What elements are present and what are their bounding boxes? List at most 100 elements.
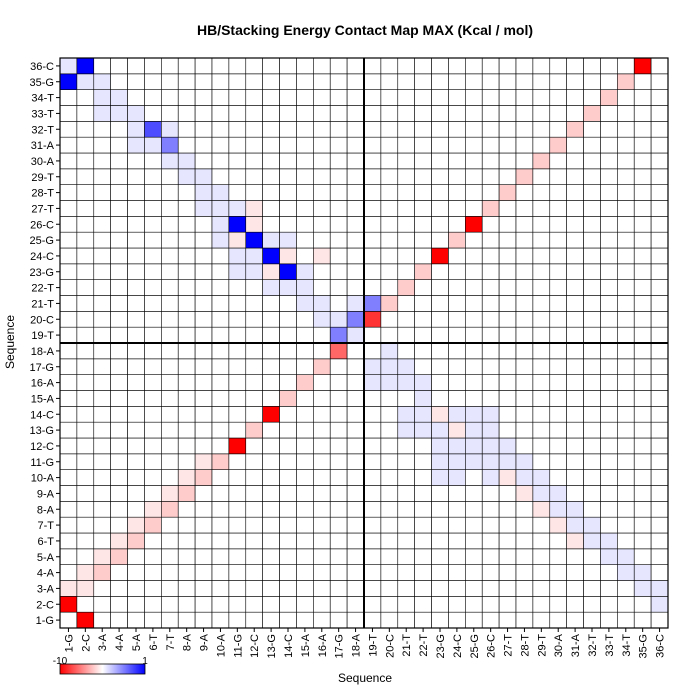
heatmap-cell: [296, 247, 314, 265]
heatmap-cell: [380, 501, 399, 518]
heatmap-cell: [498, 89, 517, 106]
heatmap-cell: [59, 390, 78, 407]
heatmap-cell: [448, 611, 466, 629]
heatmap-cell: [313, 437, 331, 455]
heatmap-cell: [127, 105, 145, 122]
heatmap-cell: [177, 469, 196, 486]
heatmap-cell: [583, 311, 601, 328]
heatmap-cell: [633, 453, 652, 470]
heatmap-cell: [617, 437, 635, 455]
heatmap-cell: [498, 326, 517, 344]
heatmap-cell: [194, 485, 213, 502]
heatmap-cell: [127, 168, 145, 185]
heatmap-cell: [110, 358, 128, 375]
heatmap-cell: [262, 152, 280, 170]
heatmap-cell: [346, 596, 365, 613]
heatmap-cell: [650, 516, 669, 534]
heatmap-cell: [363, 311, 382, 328]
heatmap-cell: [245, 89, 263, 106]
heatmap-cell: [76, 421, 95, 439]
heatmap-cell: [313, 247, 331, 265]
heatmap-cell: [532, 485, 551, 502]
heatmap-cell: [313, 57, 331, 75]
heatmap-cell: [363, 564, 382, 581]
heatmap-cell: [650, 501, 669, 518]
heatmap-cell: [650, 611, 669, 629]
heatmap-cell: [380, 564, 399, 581]
heatmap-cell: [448, 342, 466, 360]
heatmap-cell: [600, 73, 618, 90]
heatmap-cell: [262, 73, 280, 90]
heatmap-cell: [600, 263, 618, 280]
heatmap-cell: [532, 532, 551, 550]
heatmap-cell: [617, 136, 635, 154]
heatmap-cell: [617, 263, 635, 280]
heatmap-cell: [76, 342, 95, 360]
heatmap-cell: [498, 406, 517, 423]
heatmap-cell: [211, 453, 230, 470]
heatmap-cell: [650, 437, 669, 455]
heatmap-cell: [144, 501, 162, 518]
heatmap-cell: [600, 105, 618, 122]
heatmap-cell: [566, 200, 584, 217]
heatmap-cell: [59, 326, 78, 344]
heatmap-cell: [465, 184, 483, 201]
heatmap-cell: [144, 406, 162, 423]
heatmap-cell: [127, 564, 145, 581]
heatmap-cell: [245, 453, 263, 470]
heatmap-cell: [76, 564, 95, 581]
heatmap-cell: [228, 453, 247, 470]
heatmap-cell: [600, 247, 618, 265]
heatmap-cell: [329, 89, 348, 106]
heatmap-cell: [76, 548, 95, 565]
heatmap-cell: [59, 263, 78, 280]
heatmap-cell: [414, 216, 432, 233]
heatmap-cell: [228, 437, 247, 455]
heatmap-cell: [617, 390, 635, 407]
heatmap-cell: [532, 358, 551, 375]
heatmap-cell: [583, 200, 601, 217]
heatmap-cell: [194, 453, 213, 470]
heatmap-cell: [633, 437, 652, 455]
heatmap-cell: [431, 326, 449, 344]
heatmap-cell: [161, 580, 179, 597]
heatmap-cell: [313, 342, 331, 360]
heatmap-cell: [346, 152, 365, 170]
heatmap-cell: [144, 200, 162, 217]
heatmap-cell: [245, 136, 263, 154]
heatmap-cell: [465, 611, 483, 629]
heatmap-cell: [127, 136, 145, 154]
heatmap-cell: [313, 548, 331, 565]
heatmap-cell: [245, 516, 263, 534]
heatmap-cell: [549, 580, 567, 597]
heatmap-cell: [245, 548, 263, 565]
heatmap-cell: [397, 374, 415, 391]
heatmap-cell: [194, 469, 213, 486]
heatmap-cell: [583, 390, 601, 407]
heatmap-cell: [397, 358, 415, 375]
heatmap-cell: [617, 406, 635, 423]
heatmap-cell: [228, 596, 247, 613]
heatmap-cell: [296, 216, 314, 233]
heatmap-cell: [279, 580, 297, 597]
heatmap-cell: [600, 469, 618, 486]
heatmap-cell: [549, 311, 567, 328]
y-tick-label: 25-G: [30, 235, 54, 247]
heatmap-cell: [245, 247, 263, 265]
heatmap-cell: [363, 469, 382, 486]
heatmap-cell: [380, 421, 399, 439]
heatmap-cell: [296, 326, 314, 344]
heatmap-cell: [313, 105, 331, 122]
x-tick-label: 28-T: [519, 634, 531, 657]
heatmap-cell: [414, 532, 432, 550]
heatmap-cell: [110, 580, 128, 597]
heatmap-cell: [59, 184, 78, 201]
heatmap-cell: [262, 437, 280, 455]
y-tick-label: 28-T: [31, 188, 54, 200]
heatmap-cell: [144, 326, 162, 344]
heatmap-cell: [617, 469, 635, 486]
heatmap-cell: [211, 374, 230, 391]
heatmap-cell: [262, 501, 280, 518]
heatmap-cell: [161, 57, 179, 75]
heatmap-cell: [465, 374, 483, 391]
